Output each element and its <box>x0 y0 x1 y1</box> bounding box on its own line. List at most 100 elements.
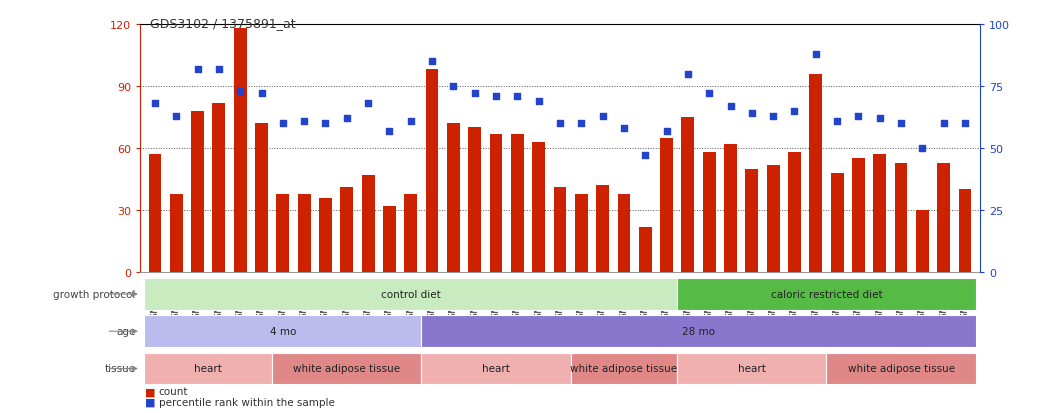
Bar <box>746 169 758 273</box>
Point <box>679 71 696 78</box>
Point <box>701 91 718 97</box>
Point <box>744 111 760 117</box>
Bar <box>421 353 570 385</box>
Point <box>232 88 249 95</box>
Bar <box>148 155 162 273</box>
Point <box>509 93 526 100</box>
Point <box>658 128 675 135</box>
Bar <box>937 163 950 273</box>
Point <box>573 121 590 127</box>
Bar <box>144 316 421 347</box>
Point <box>808 51 824 58</box>
Point <box>487 93 504 100</box>
Text: white adipose tissue: white adipose tissue <box>847 363 955 374</box>
Bar <box>618 194 630 273</box>
Text: white adipose tissue: white adipose tissue <box>293 363 400 374</box>
Bar <box>340 188 354 273</box>
Point <box>637 153 653 159</box>
Bar <box>677 278 976 310</box>
Text: control diet: control diet <box>381 289 441 299</box>
Point <box>424 59 441 65</box>
Point <box>786 108 803 115</box>
Bar <box>383 206 396 273</box>
Bar <box>677 353 826 385</box>
Bar <box>469 128 481 273</box>
Point <box>382 128 398 135</box>
Bar <box>255 124 268 273</box>
Point <box>317 121 334 127</box>
Bar <box>298 194 310 273</box>
Bar <box>447 124 459 273</box>
Point <box>338 116 355 122</box>
Point <box>871 116 888 122</box>
Point <box>146 101 163 107</box>
Point <box>850 113 867 120</box>
Point <box>211 66 227 73</box>
Bar <box>489 134 502 273</box>
Bar <box>826 353 976 385</box>
Bar <box>140 273 980 413</box>
Point <box>402 118 419 125</box>
Point <box>616 126 633 132</box>
Bar <box>319 198 332 273</box>
Bar <box>170 194 183 273</box>
Bar <box>895 163 907 273</box>
Point <box>467 91 483 97</box>
Point <box>893 121 909 127</box>
Bar <box>852 159 865 273</box>
Text: ■: ■ <box>145 397 156 407</box>
Point <box>552 121 568 127</box>
Point <box>765 113 782 120</box>
Text: tissue: tissue <box>105 363 136 374</box>
Bar <box>574 194 588 273</box>
Bar <box>766 165 780 273</box>
Bar <box>554 188 566 273</box>
Bar <box>831 173 843 273</box>
Point <box>253 91 270 97</box>
Bar <box>703 153 716 273</box>
Point <box>935 121 952 127</box>
Point <box>957 121 974 127</box>
Bar <box>213 103 225 273</box>
Bar <box>425 70 439 273</box>
Bar <box>532 142 545 273</box>
Point <box>914 145 930 152</box>
Point <box>190 66 206 73</box>
Bar <box>511 134 524 273</box>
Text: age: age <box>116 326 136 337</box>
Text: growth protocol: growth protocol <box>54 289 136 299</box>
Point <box>594 113 611 120</box>
Text: 28 mo: 28 mo <box>682 326 716 337</box>
Bar <box>724 145 737 273</box>
Point <box>168 113 185 120</box>
Bar <box>272 353 421 385</box>
Bar <box>233 29 247 273</box>
Bar <box>570 353 677 385</box>
Bar <box>788 153 801 273</box>
Point <box>722 103 738 110</box>
Point <box>296 118 312 125</box>
Bar <box>144 278 677 310</box>
Text: caloric restricted diet: caloric restricted diet <box>770 289 882 299</box>
Bar <box>404 194 417 273</box>
Bar <box>639 227 651 273</box>
Point <box>360 101 376 107</box>
Point <box>445 83 461 90</box>
Bar <box>681 118 695 273</box>
Bar <box>916 211 929 273</box>
Text: heart: heart <box>482 363 510 374</box>
Bar <box>661 138 673 273</box>
Point <box>530 98 546 105</box>
Bar <box>958 190 972 273</box>
Bar <box>810 74 822 273</box>
Bar <box>277 194 289 273</box>
Point <box>275 121 291 127</box>
Text: white adipose tissue: white adipose tissue <box>570 363 677 374</box>
Text: heart: heart <box>738 363 765 374</box>
Text: count: count <box>159 387 188 396</box>
Bar <box>596 186 609 273</box>
Bar <box>191 112 204 273</box>
Text: ■: ■ <box>145 387 156 396</box>
Point <box>829 118 845 125</box>
Bar <box>421 316 976 347</box>
